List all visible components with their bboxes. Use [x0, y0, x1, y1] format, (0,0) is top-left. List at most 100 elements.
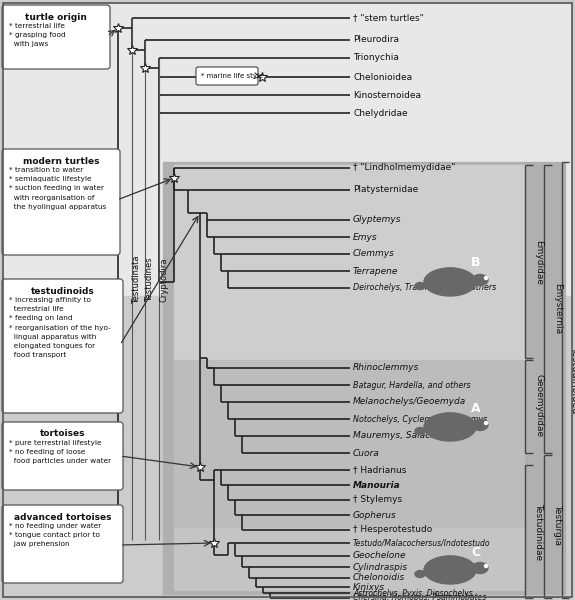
Ellipse shape	[485, 277, 488, 280]
Text: with reorganisation of: with reorganisation of	[9, 194, 94, 200]
Text: * terrestrial life: * terrestrial life	[9, 23, 65, 29]
Text: Mauremys, Salacia: Mauremys, Salacia	[353, 431, 438, 440]
Text: Deirochelys, Trachemys, and others: Deirochelys, Trachemys, and others	[353, 283, 496, 292]
Text: * feeding on land: * feeding on land	[9, 316, 72, 322]
Text: turtle origin: turtle origin	[25, 13, 87, 22]
Text: * no feeding of loose: * no feeding of loose	[9, 449, 85, 455]
Text: Melanochelys/Geoemyda: Melanochelys/Geoemyda	[353, 397, 466, 407]
Bar	[174, 360, 524, 528]
Ellipse shape	[431, 413, 469, 433]
Ellipse shape	[415, 283, 425, 289]
Text: * marine life style: * marine life style	[201, 73, 263, 79]
Ellipse shape	[415, 571, 425, 577]
Ellipse shape	[431, 556, 469, 576]
Text: Testudines: Testudines	[145, 257, 155, 302]
Text: tortoises: tortoises	[40, 430, 85, 439]
Text: Geoemydidae: Geoemydidae	[535, 374, 543, 437]
FancyBboxPatch shape	[2, 149, 120, 255]
Text: * semiaquatic lifestyle: * semiaquatic lifestyle	[9, 176, 91, 182]
Text: the hyolingual apparatus: the hyolingual apparatus	[9, 204, 106, 210]
Bar	[163, 162, 565, 594]
Text: Manouria: Manouria	[353, 481, 401, 490]
FancyBboxPatch shape	[2, 422, 123, 490]
Text: Geochelone: Geochelone	[353, 551, 407, 560]
Text: Emys: Emys	[353, 232, 378, 241]
Ellipse shape	[415, 427, 425, 434]
Text: testudinoids: testudinoids	[30, 286, 94, 295]
Ellipse shape	[431, 268, 469, 288]
FancyBboxPatch shape	[2, 5, 110, 69]
Text: Rhinoclemmys: Rhinoclemmys	[353, 364, 419, 373]
Text: Emydidae: Emydidae	[535, 239, 543, 284]
FancyBboxPatch shape	[2, 505, 123, 583]
Text: † "stem turtles": † "stem turtles"	[353, 13, 424, 22]
Ellipse shape	[424, 556, 476, 584]
Ellipse shape	[432, 414, 468, 432]
Text: advanced tortoises: advanced tortoises	[14, 512, 111, 521]
Text: Trionychia: Trionychia	[353, 53, 399, 62]
Ellipse shape	[432, 269, 468, 287]
Ellipse shape	[472, 419, 488, 431]
Text: Clemmys: Clemmys	[353, 250, 395, 259]
Text: jaw prehension: jaw prehension	[9, 541, 70, 547]
Text: Testudinata: Testudinata	[132, 256, 141, 304]
Bar	[174, 528, 524, 590]
Text: Platysternidae: Platysternidae	[353, 185, 418, 194]
Text: terrestrial life: terrestrial life	[9, 306, 64, 312]
Text: Cryptodira: Cryptodira	[159, 258, 168, 302]
Text: Chelonoidis: Chelonoidis	[353, 574, 405, 583]
Text: modern turtles: modern turtles	[23, 157, 99, 166]
Text: Terrapene: Terrapene	[353, 266, 398, 275]
Text: † Hesperotestudo: † Hesperotestudo	[353, 526, 432, 535]
Text: * pure terrestrial lifestyle: * pure terrestrial lifestyle	[9, 440, 102, 446]
Ellipse shape	[424, 268, 476, 296]
Text: Chelonioidea: Chelonioidea	[353, 73, 412, 82]
Text: Chelydridae: Chelydridae	[353, 109, 408, 118]
Text: Testudinoidea: Testudinoidea	[570, 346, 575, 413]
Text: C: C	[472, 545, 481, 559]
FancyBboxPatch shape	[196, 67, 258, 85]
Text: * increasing affinity to: * increasing affinity to	[9, 297, 91, 303]
Ellipse shape	[432, 557, 468, 575]
Text: † "Lindholmemydidae": † "Lindholmemydidae"	[353, 163, 455, 173]
Text: * grasping food: * grasping food	[9, 32, 66, 38]
Text: Glyptemys: Glyptemys	[353, 215, 401, 224]
Text: Chersina, Homopus, Psammobates: Chersina, Homopus, Psammobates	[353, 593, 486, 600]
Text: Pleurodira: Pleurodira	[353, 35, 399, 44]
FancyBboxPatch shape	[2, 279, 123, 413]
Text: A: A	[471, 401, 481, 415]
Text: * transition to water: * transition to water	[9, 167, 83, 173]
Ellipse shape	[472, 275, 488, 286]
Text: Cuora: Cuora	[353, 449, 380, 457]
Text: Notochelys, Cyclemys, Heosemys: Notochelys, Cyclemys, Heosemys	[353, 415, 487, 424]
Text: Cylindraspis: Cylindraspis	[353, 563, 408, 571]
Text: food particles under water: food particles under water	[9, 458, 111, 464]
Bar	[174, 165, 524, 360]
Text: Kinixys: Kinixys	[353, 583, 385, 592]
Text: * tongue contact prior to: * tongue contact prior to	[9, 532, 100, 538]
Text: Astrochelys, Pyxis, Dipsochelys: Astrochelys, Pyxis, Dipsochelys	[353, 589, 473, 598]
Text: * no feeding under water: * no feeding under water	[9, 523, 101, 529]
Text: * suction feeding in water: * suction feeding in water	[9, 185, 104, 191]
Ellipse shape	[424, 413, 476, 441]
Text: lingual apparatus with: lingual apparatus with	[9, 334, 97, 340]
Ellipse shape	[485, 565, 488, 568]
Text: Testurgia: Testurgia	[554, 505, 562, 545]
Text: elongated tongues for: elongated tongues for	[9, 343, 95, 349]
Text: Batagur, Hardella, and others: Batagur, Hardella, and others	[353, 380, 470, 389]
Text: Emysternia: Emysternia	[554, 283, 562, 335]
Text: † Hadrianus: † Hadrianus	[353, 466, 407, 475]
Text: Gopherus: Gopherus	[353, 511, 397, 520]
Ellipse shape	[472, 563, 488, 574]
Text: with jaws: with jaws	[9, 41, 48, 47]
Bar	[4, 4, 571, 296]
Text: Testudo/Malacochersus/Indotestudo: Testudo/Malacochersus/Indotestudo	[353, 539, 490, 547]
Bar	[4, 296, 571, 596]
Text: Kinosternoidea: Kinosternoidea	[353, 91, 421, 100]
Text: Testudinidae: Testudinidae	[535, 503, 543, 560]
Text: B: B	[472, 257, 481, 269]
Text: * reorganisation of the hyo-: * reorganisation of the hyo-	[9, 325, 111, 331]
Ellipse shape	[485, 421, 488, 425]
Text: food transport: food transport	[9, 352, 66, 358]
Text: † Stylemys: † Stylemys	[353, 496, 402, 505]
